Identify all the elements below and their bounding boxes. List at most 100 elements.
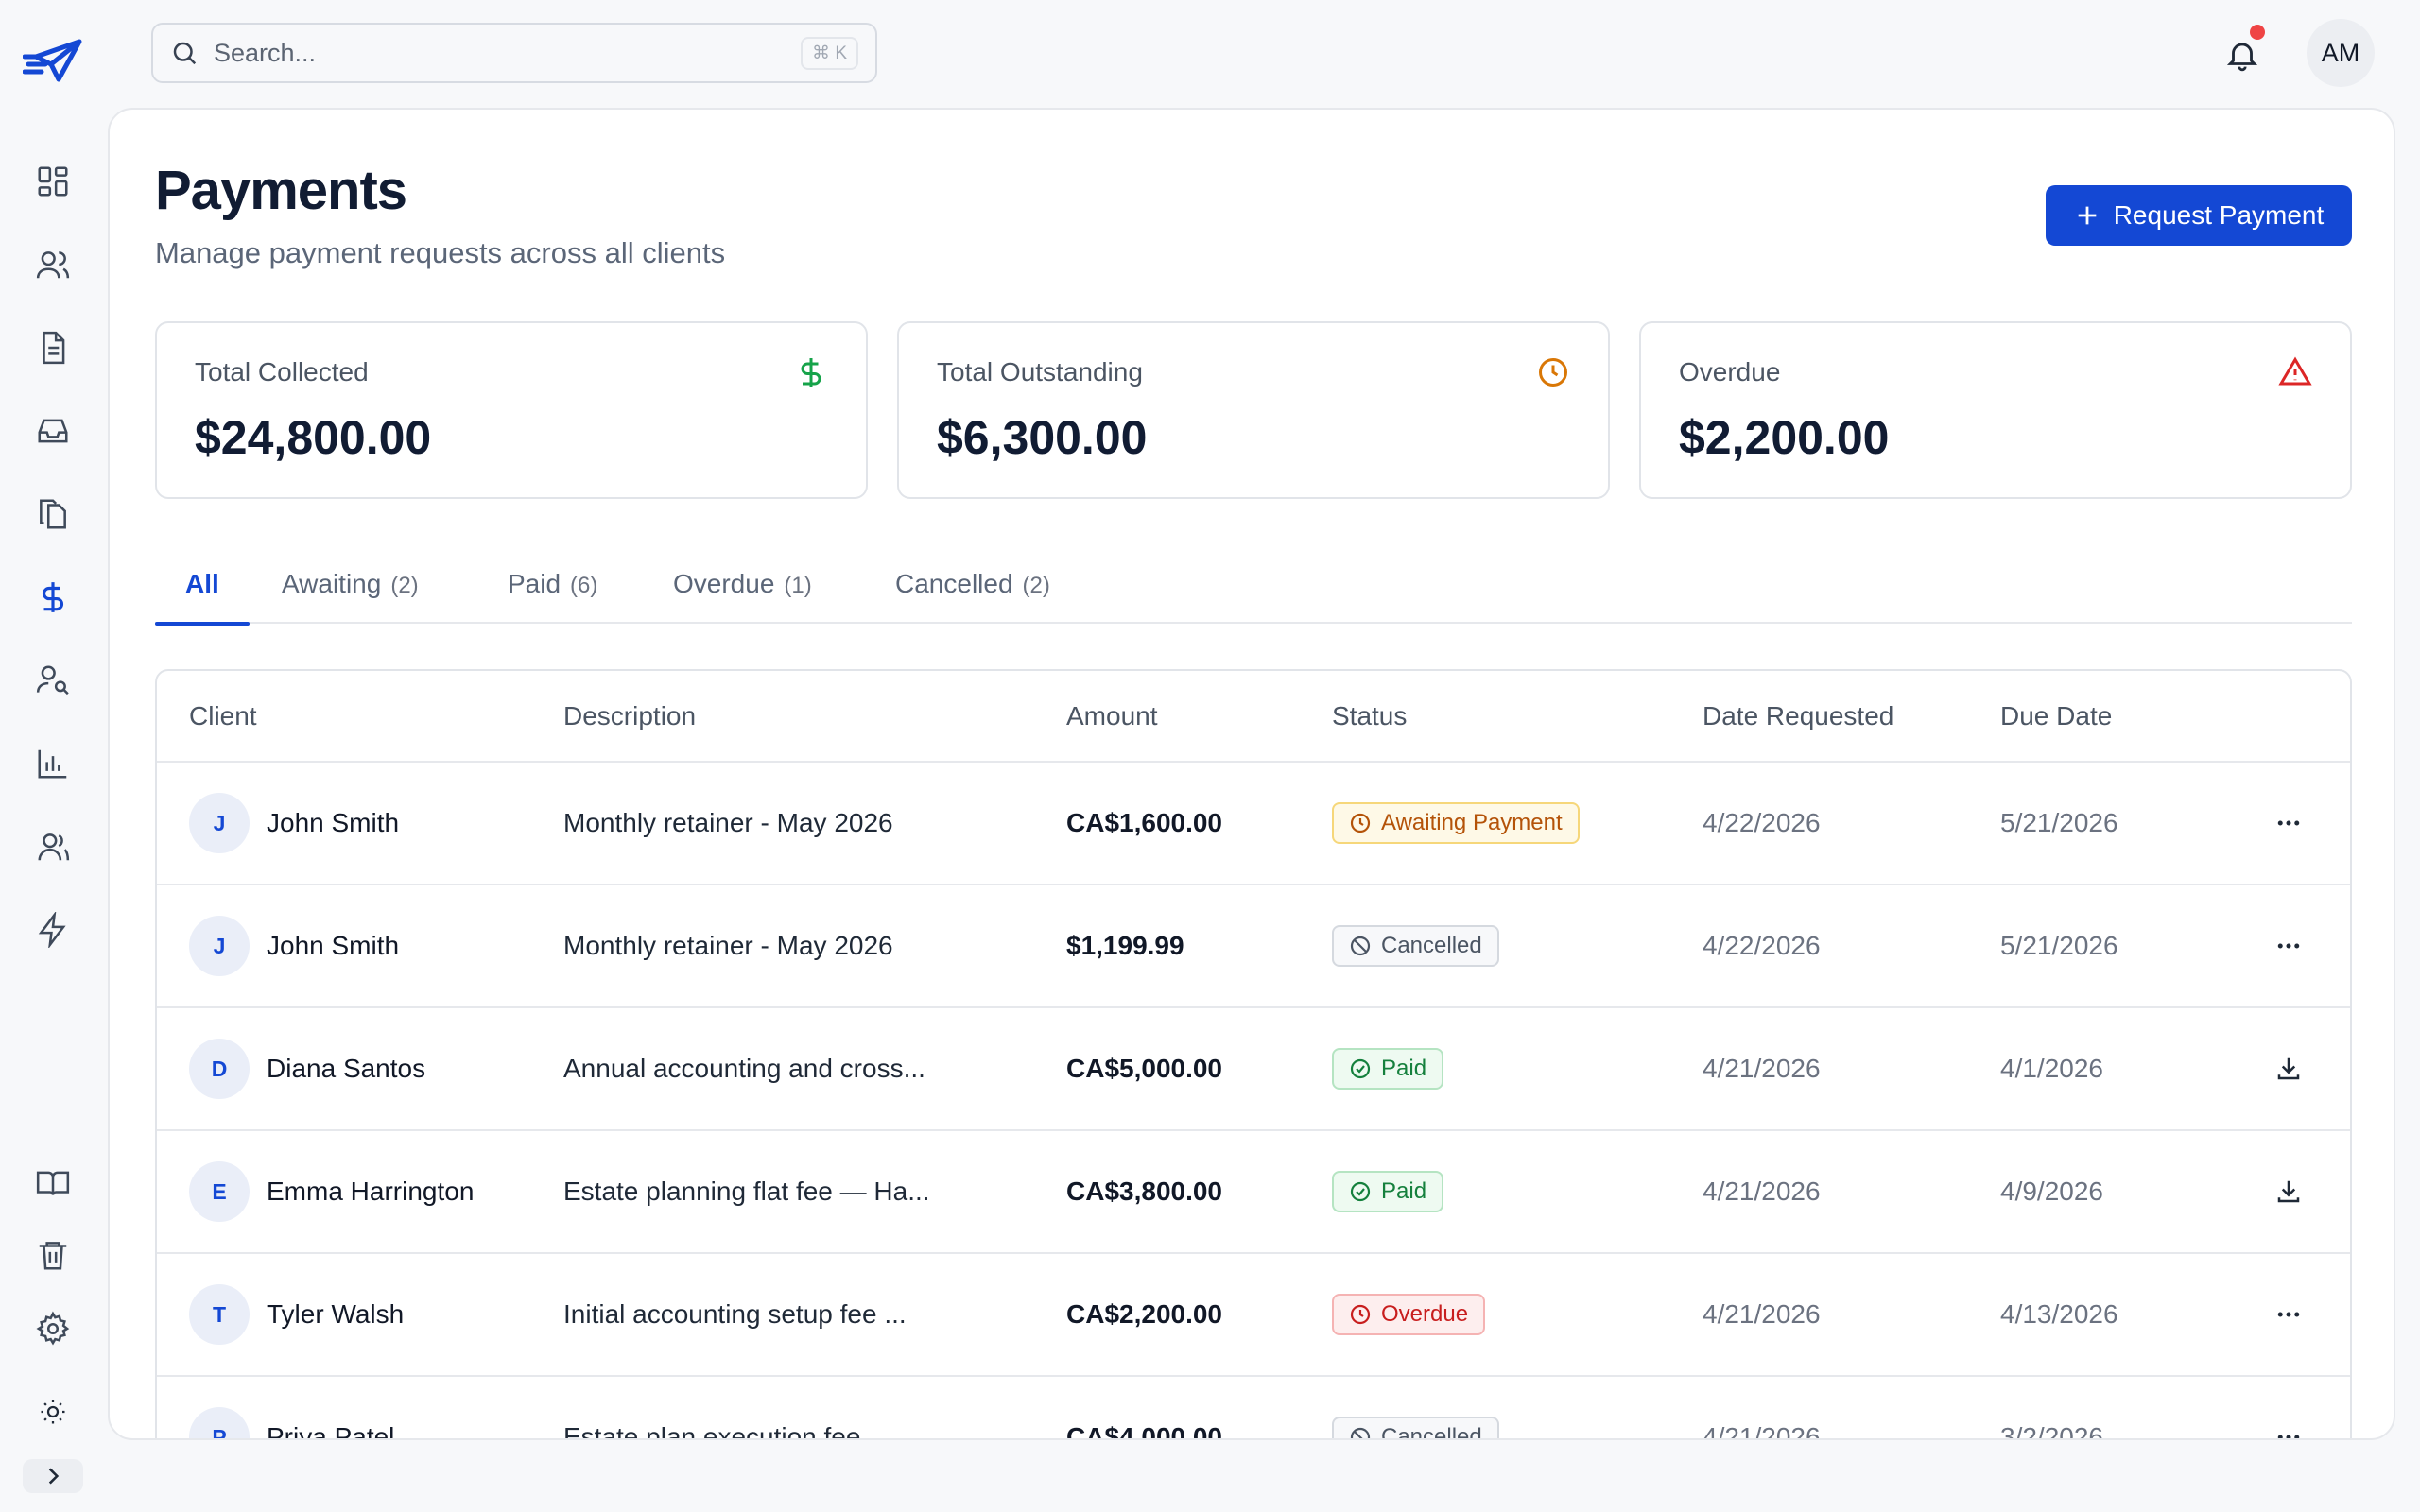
nav-trash[interactable] bbox=[25, 1227, 81, 1283]
table-row[interactable]: J John Smith Monthly retainer - May 2026… bbox=[157, 885, 2350, 1008]
column-header-description[interactable]: Description bbox=[563, 671, 1066, 763]
row-more-button[interactable] bbox=[2266, 800, 2311, 846]
table-row[interactable]: P Priya Patel Estate plan execution fee … bbox=[157, 1376, 2350, 1440]
column-header-actions bbox=[2223, 671, 2350, 763]
gear-icon bbox=[36, 1311, 70, 1346]
status-label: Paid bbox=[1381, 1178, 1427, 1204]
row-download-button[interactable] bbox=[2266, 1169, 2311, 1214]
date-requested-cell: 4/21/2026 bbox=[1703, 1007, 2000, 1131]
more-horizontal-icon bbox=[2277, 943, 2300, 949]
table-row[interactable]: E Emma Harrington Estate planning flat f… bbox=[157, 1130, 2350, 1254]
status-badge: Paid bbox=[1332, 1171, 1444, 1212]
tab-label: All bbox=[185, 569, 219, 598]
column-header-amount[interactable]: Amount bbox=[1066, 671, 1332, 763]
tab-count: (2) bbox=[1022, 573, 1050, 598]
tab-label: Awaiting bbox=[282, 569, 382, 598]
nav-automations[interactable] bbox=[25, 902, 81, 958]
client-name: John Smith bbox=[267, 931, 400, 960]
stat-card-total-outstanding: Total Outstanding $6,300.00 bbox=[897, 321, 1610, 499]
tab-cancelled[interactable]: Cancelled (2) bbox=[895, 554, 1050, 624]
stat-value: $24,800.00 bbox=[195, 411, 432, 464]
request-payment-button[interactable]: Request Payment bbox=[2046, 185, 2352, 246]
nav-clients[interactable] bbox=[25, 236, 81, 293]
nav-docs-book[interactable] bbox=[25, 1155, 81, 1211]
column-header-due-date[interactable]: Due Date bbox=[2000, 671, 2223, 763]
status-label: Cancelled bbox=[1381, 1424, 1482, 1440]
theme-toggle[interactable] bbox=[25, 1383, 81, 1440]
nav-dashboard[interactable] bbox=[25, 153, 81, 210]
table-header-row: Client Description Amount Status Date Re… bbox=[157, 671, 2350, 763]
client-initial-avatar: J bbox=[189, 793, 250, 853]
tab-all[interactable]: All bbox=[155, 554, 250, 626]
tab-overdue[interactable]: Overdue (1) bbox=[673, 554, 812, 624]
client-name: Tyler Walsh bbox=[267, 1299, 405, 1329]
client-initial-avatar: J bbox=[189, 916, 250, 976]
nav-documents[interactable] bbox=[25, 319, 81, 376]
description-cell: Estate plan execution fee — ... bbox=[563, 1376, 1066, 1438]
stat-value: $2,200.00 bbox=[1679, 411, 1890, 464]
app-logo-paper-plane-icon[interactable] bbox=[22, 38, 83, 83]
status-label: Overdue bbox=[1381, 1301, 1469, 1327]
table-row[interactable]: J John Smith Monthly retainer - May 2026… bbox=[157, 762, 2350, 885]
user-avatar[interactable]: AM bbox=[2307, 19, 2375, 87]
users-icon bbox=[36, 251, 70, 279]
column-header-client[interactable]: Client bbox=[157, 671, 563, 763]
tab-label: Cancelled bbox=[895, 569, 1013, 598]
notifications-button[interactable] bbox=[2216, 25, 2269, 81]
stat-card-overdue: Overdue $2,200.00 bbox=[1639, 321, 2352, 499]
nav-payments[interactable] bbox=[25, 569, 81, 626]
stat-label: Overdue bbox=[1679, 357, 1781, 387]
description-cell: Estate planning flat fee — Ha... bbox=[563, 1130, 1066, 1254]
table-row[interactable]: D Diana Santos Annual accounting and cro… bbox=[157, 1007, 2350, 1131]
search-bar[interactable]: ⌘ K bbox=[151, 23, 877, 83]
amount-cell: CA$3,800.00 bbox=[1066, 1130, 1332, 1254]
sun-icon bbox=[41, 1400, 65, 1424]
column-header-status[interactable]: Status bbox=[1332, 671, 1703, 763]
tab-paid[interactable]: Paid (6) bbox=[508, 554, 597, 624]
row-more-button[interactable] bbox=[2266, 923, 2311, 969]
dollar-icon bbox=[43, 582, 63, 612]
amount-cell: CA$2,200.00 bbox=[1066, 1253, 1332, 1377]
client-initial-avatar: D bbox=[189, 1039, 250, 1099]
status-label: Cancelled bbox=[1381, 933, 1482, 958]
nav-files[interactable] bbox=[25, 486, 81, 542]
files-copy-icon bbox=[40, 499, 66, 529]
client-cell: J John Smith bbox=[189, 916, 563, 976]
description-cell: Annual accounting and cross... bbox=[563, 1007, 1066, 1131]
lightning-icon bbox=[38, 912, 66, 948]
due-date-cell: 5/21/2026 bbox=[2000, 885, 2223, 1008]
tab-awaiting[interactable]: Awaiting (2) bbox=[282, 554, 419, 624]
row-more-button[interactable] bbox=[2266, 1415, 2311, 1438]
status-badge: Awaiting Payment bbox=[1332, 802, 1580, 844]
amount-cell: CA$5,000.00 bbox=[1066, 1007, 1332, 1131]
sidebar-expand-button[interactable] bbox=[23, 1459, 83, 1493]
nav-user-search[interactable] bbox=[25, 652, 81, 709]
client-cell: P Priya Patel bbox=[189, 1407, 563, 1438]
nav-settings[interactable] bbox=[25, 1300, 81, 1357]
search-shortcut-hint: ⌘ K bbox=[801, 36, 858, 70]
table-row[interactable]: T Tyler Walsh Initial accounting setup f… bbox=[157, 1253, 2350, 1377]
column-header-date-requested[interactable]: Date Requested bbox=[1703, 671, 2000, 763]
download-icon bbox=[2277, 1180, 2300, 1203]
tab-count: (6) bbox=[570, 573, 598, 598]
description-cell: Initial accounting setup fee ... bbox=[563, 1253, 1066, 1377]
nav-reports[interactable] bbox=[25, 735, 81, 792]
client-name: Diana Santos bbox=[267, 1054, 426, 1083]
row-more-button[interactable] bbox=[2266, 1292, 2311, 1337]
row-download-button[interactable] bbox=[2266, 1046, 2311, 1091]
amount-cell: $1,199.99 bbox=[1066, 885, 1332, 1008]
bell-icon bbox=[2226, 43, 2258, 72]
client-initial-avatar: E bbox=[189, 1161, 250, 1222]
client-cell: J John Smith bbox=[189, 793, 563, 853]
chevron-right-icon bbox=[48, 1468, 60, 1485]
client-name: John Smith bbox=[267, 808, 400, 837]
nav-inbox[interactable] bbox=[25, 403, 81, 459]
status-badge: Cancelled bbox=[1332, 925, 1499, 967]
search-input[interactable] bbox=[214, 38, 802, 68]
ban-icon bbox=[1350, 936, 1371, 956]
date-requested-cell: 4/22/2026 bbox=[1703, 885, 2000, 1008]
amount-cell: CA$1,600.00 bbox=[1066, 762, 1332, 885]
more-horizontal-icon bbox=[2277, 1312, 2300, 1317]
client-cell: E Emma Harrington bbox=[189, 1161, 563, 1222]
nav-team[interactable] bbox=[25, 818, 81, 875]
